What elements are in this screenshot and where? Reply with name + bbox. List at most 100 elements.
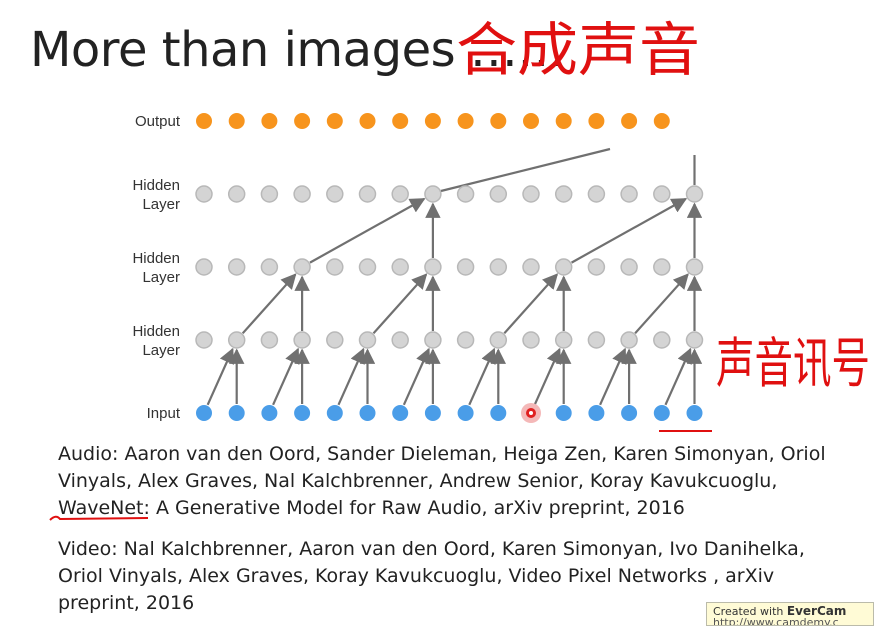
input-node (392, 405, 409, 421)
hidden-node (293, 185, 311, 203)
connection-arrow (468, 347, 496, 406)
connection-arrow (664, 347, 692, 406)
connection-line (440, 147, 611, 193)
hidden-node (554, 185, 573, 203)
handwritten-title-note: 合成声音 (456, 16, 700, 84)
connection-arrow (503, 273, 559, 335)
input-node (261, 405, 278, 421)
hidden-node (489, 258, 508, 276)
hidden-node (620, 331, 638, 349)
layer-label-line: Hidden (132, 177, 180, 194)
cursor-center (529, 411, 533, 415)
hidden-node (293, 258, 311, 276)
layer-label: Output (135, 113, 181, 130)
input-node (326, 405, 343, 421)
input-node (588, 405, 605, 421)
output-node (588, 113, 605, 129)
output-node (490, 113, 507, 129)
hidden-node (391, 331, 409, 349)
hidden-node (620, 185, 638, 203)
output-node (424, 113, 441, 129)
connection-arrow (206, 347, 234, 406)
hidden-node (489, 331, 508, 349)
watermark-brand: EverCam (786, 604, 847, 618)
connection-arrow (241, 273, 297, 335)
hidden-node (424, 185, 442, 203)
input-node (555, 405, 572, 421)
output-node (392, 113, 409, 129)
layer-label-line: Layer (142, 342, 180, 359)
watermark-prefix: Created with (713, 605, 787, 618)
hidden-node (391, 258, 409, 276)
connection-arrow (337, 347, 365, 406)
hidden-node (456, 258, 475, 276)
layer-label: Hidden Layer (132, 177, 180, 213)
output-node (555, 113, 572, 129)
wavenet-name: WaveNet (58, 497, 144, 519)
output-node (359, 113, 376, 129)
layer-labels: Output Hidden Layer Hidden Layer Hidden Layer I… (132, 113, 180, 422)
hidden-node (195, 185, 213, 203)
hidden-node (522, 185, 540, 203)
hidden-node (456, 185, 475, 203)
hidden-node (685, 185, 704, 203)
hidden-node (227, 331, 246, 349)
output-node (196, 113, 212, 129)
input-node (196, 405, 212, 421)
hidden-node (522, 331, 540, 349)
hidden-node (195, 331, 213, 349)
hidden-node (260, 185, 279, 203)
hidden-node (227, 185, 246, 203)
connection-arrow (634, 273, 689, 335)
layer-label: Hidden Layer (132, 250, 180, 286)
hidden-node (326, 331, 344, 349)
input-node (457, 405, 474, 421)
reference-audio: Audio: Aaron van den Oord, Sander Dielem… (58, 441, 828, 522)
connection-arrow (571, 197, 688, 264)
handwritten-side-note: 声音讯号 (716, 332, 870, 395)
hidden-node (227, 258, 246, 276)
hidden-node (260, 258, 279, 276)
output-node (228, 113, 245, 129)
hidden-node (358, 331, 377, 349)
network-nodes (195, 113, 704, 423)
hidden-node (554, 331, 573, 349)
input-node (621, 405, 638, 421)
input-node (359, 405, 376, 421)
input-node (653, 405, 670, 421)
input-node (686, 405, 703, 421)
hidden-node (685, 258, 704, 276)
hidden-node (653, 331, 671, 349)
hidden-node (424, 258, 442, 276)
connection-arrow (599, 347, 627, 406)
hidden-node (326, 258, 344, 276)
layer-label-line: Layer (142, 269, 180, 286)
layer-label: Input (147, 405, 181, 422)
hidden-node (653, 185, 671, 203)
hidden-node (326, 185, 344, 203)
connection-arrow (372, 273, 428, 335)
layer-label-line: Hidden (132, 323, 180, 340)
hidden-node (424, 331, 442, 349)
output-node (523, 113, 539, 129)
hidden-node (522, 258, 540, 276)
input-node (490, 405, 507, 421)
wavenet-underline (49, 515, 149, 521)
output-node (261, 113, 278, 129)
hidden-node (456, 331, 475, 349)
reference-video: Video: Nal Kalchbrenner, Aaron van den O… (58, 538, 805, 614)
hidden-node (587, 331, 606, 349)
connection-arrow (533, 347, 561, 406)
layer-label-line: Layer (142, 196, 180, 213)
hidden-node (554, 258, 573, 276)
connection-arrow (309, 197, 426, 264)
hidden-node (195, 258, 213, 276)
hidden-node (653, 258, 671, 276)
hidden-node (489, 185, 508, 203)
output-node (294, 113, 311, 129)
output-node (653, 113, 670, 129)
connection-arrow (402, 347, 431, 406)
output-node (457, 113, 474, 129)
layer-label-line: Hidden (132, 250, 180, 267)
